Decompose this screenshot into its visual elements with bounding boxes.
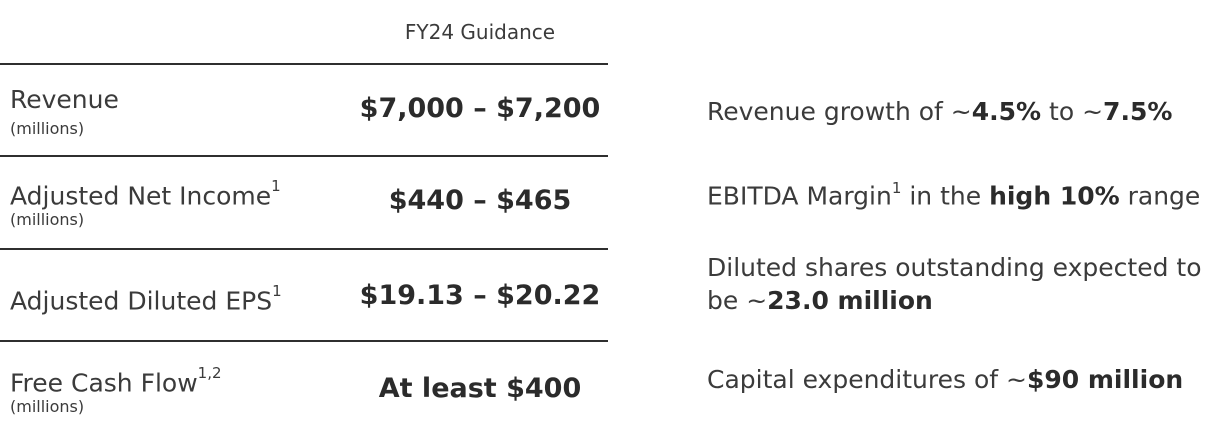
footnote-marker: 1: [272, 282, 282, 300]
note-capital-expenditures: Capital expenditures of ~$90 million: [707, 365, 1184, 394]
note-diluted-shares: Diluted shares outstanding expected to b…: [707, 253, 1202, 315]
table-row-adjusted-diluted-eps: Adjusted Diluted EPS1 $19.13 – $20.22: [0, 250, 608, 342]
note-ebitda-margin: EBITDA Margin1 in the high 10% range: [707, 179, 1201, 211]
table-rule-top: [0, 63, 608, 65]
table-rule: [0, 248, 608, 250]
metric-value: At least $400: [378, 373, 582, 404]
metric-unit: (millions): [10, 210, 85, 229]
footnote-marker: 1: [891, 179, 902, 197]
metric-name: Free Cash Flow1,2: [10, 364, 222, 398]
metric-unit: (millions): [10, 397, 85, 416]
metric-value: $440 – $465: [388, 185, 572, 216]
footnote-marker: 1,2: [197, 364, 222, 382]
metric-name: Revenue: [10, 85, 119, 114]
note-revenue-growth: Revenue growth of ~4.5% to ~7.5%: [707, 97, 1173, 126]
table-row-revenue: Revenue (millions) $7,000 – $7,200: [0, 65, 608, 157]
table-row-adjusted-net-income: Adjusted Net Income1 (millions) $440 – $…: [0, 157, 608, 249]
footnote-marker: 1: [271, 177, 281, 195]
guidance-column-header: FY24 Guidance: [404, 20, 556, 44]
table-row-free-cash-flow: Free Cash Flow1,2 (millions) At least $4…: [0, 342, 608, 434]
metric-name: Adjusted Diluted EPS1: [10, 282, 282, 316]
metric-value: $7,000 – $7,200: [359, 93, 601, 124]
table-rule: [0, 155, 608, 157]
table-rule: [0, 340, 608, 342]
metric-value: $19.13 – $20.22: [359, 280, 601, 311]
metric-name: Adjusted Net Income1: [10, 177, 281, 211]
metric-unit: (millions): [10, 119, 85, 138]
